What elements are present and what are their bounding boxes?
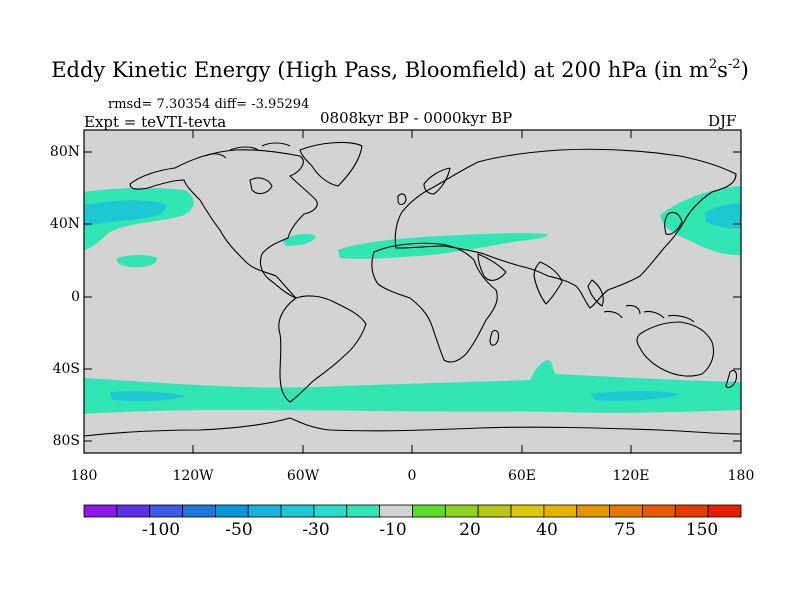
colorbar-swatch: [280, 504, 315, 518]
lon-label: 120W: [172, 468, 214, 484]
period-label: 0808kyr BP - 0000kyr BP: [320, 109, 513, 127]
colorbar-swatch: [510, 504, 545, 518]
lat-label: 80N: [49, 144, 80, 160]
arabia: [477, 253, 507, 281]
colorbar-swatch: [214, 504, 249, 518]
colorbar-swatch: [379, 504, 413, 518]
colorbar-swatch: [83, 504, 118, 518]
colorbar-swatch: [247, 504, 282, 518]
hudson-bay: [249, 177, 273, 195]
maritime-continent: [603, 304, 695, 323]
figure-title: Eddy Kinetic Energy (High Pass, Bloomfie…: [51, 57, 749, 82]
lat-label: 0: [71, 289, 80, 305]
lon-label: 60E: [507, 468, 537, 484]
british-isles: [397, 193, 407, 206]
colorbar-swatch: [116, 504, 151, 518]
greenland-coast: [299, 142, 363, 187]
colorbar-swatch: [543, 504, 578, 518]
new-zealand: [725, 369, 738, 389]
lat-label: 80S: [52, 433, 80, 449]
lat-label: 40S: [52, 361, 80, 377]
india: [533, 261, 563, 305]
southern-ocean-anomaly-core: [110, 391, 185, 402]
australia-coast: [636, 321, 715, 377]
lon-label: 180: [727, 468, 755, 484]
colorbar-label: -30: [302, 520, 330, 540]
colorbar: [83, 504, 742, 518]
colorbar-swatch: [313, 504, 348, 518]
colorbar-swatch: [642, 504, 676, 518]
madagascar: [489, 329, 500, 346]
africa-coast: [371, 242, 498, 363]
north-america-coast: [129, 149, 318, 299]
lat-ticks: [84, 151, 741, 442]
scandinavia: [423, 167, 451, 195]
colorbar-swatch: [477, 504, 512, 518]
coastlines: [83, 142, 742, 437]
experiment-label: Expt = teVTI-tevta: [84, 113, 227, 131]
colorbar-label: -50: [225, 520, 253, 540]
colorbar-label: 20: [459, 520, 481, 540]
south-america-coast: [278, 295, 367, 403]
colorbar-swatch: [149, 504, 183, 518]
lon-label: 120E: [612, 468, 650, 484]
anomaly-fills: [84, 186, 741, 414]
north-pacific-anomaly-core: [84, 200, 166, 226]
indochina: [587, 279, 604, 307]
colorbar-swatch: [609, 504, 643, 518]
atlantic-anomaly: [282, 233, 316, 246]
season-label: DJF: [708, 112, 737, 130]
antarctica-coast: [83, 417, 742, 437]
colorbar-label: -10: [379, 520, 407, 540]
lat-label: 40N: [49, 216, 80, 232]
colorbar-label: 75: [614, 520, 636, 540]
lon-label: 0: [407, 468, 417, 484]
colorbar-swatch: [444, 504, 479, 518]
colorbar-swatch: [674, 504, 709, 518]
japan: [664, 211, 683, 235]
west-pacific-anomaly: [660, 186, 741, 256]
colorbar-swatch: [412, 504, 446, 518]
lon-label: 60W: [286, 468, 320, 484]
stats-text: rmsd= 7.30354 diff= -3.95294: [108, 97, 310, 112]
arctic-islands: [204, 142, 291, 159]
colorbar-swatch: [346, 504, 381, 518]
colorbar-label: 40: [536, 520, 558, 540]
eurasia-coast: [394, 148, 737, 309]
southern-ocean-anomaly: [84, 360, 741, 414]
lon-label: 180: [70, 468, 98, 484]
colorbar-label: 150: [685, 520, 719, 540]
colorbar-swatch: [182, 504, 216, 518]
colorbar-swatch: [707, 504, 742, 518]
subtropical-pacific-anomaly: [116, 255, 158, 268]
colorbar-label: -100: [141, 520, 181, 540]
lon-ticks: [83, 130, 742, 453]
southern-ocean-anomaly-core2: [590, 391, 680, 401]
west-pacific-anomaly-core: [705, 203, 741, 229]
colorbar-swatch: [576, 504, 610, 518]
